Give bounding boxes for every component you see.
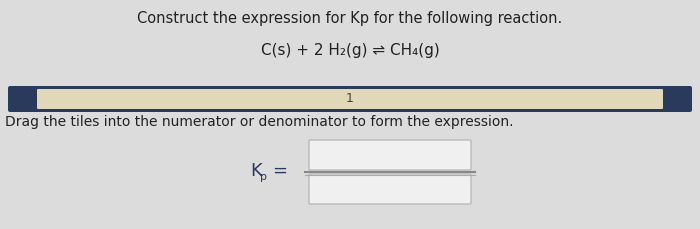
Text: Construct the expression for Kp for the following reaction.: Construct the expression for Kp for the …	[137, 11, 563, 27]
FancyBboxPatch shape	[309, 140, 471, 170]
FancyBboxPatch shape	[8, 86, 692, 112]
Text: p: p	[260, 172, 267, 182]
Text: Drag the tiles into the numerator or denominator to form the expression.: Drag the tiles into the numerator or den…	[5, 115, 514, 129]
FancyBboxPatch shape	[37, 89, 663, 109]
FancyBboxPatch shape	[309, 174, 471, 204]
Text: 1: 1	[346, 93, 354, 106]
Text: K: K	[250, 162, 262, 180]
Text: C(s) + 2 H₂(g) ⇌ CH₄(g): C(s) + 2 H₂(g) ⇌ CH₄(g)	[260, 44, 440, 58]
Text: =: =	[272, 162, 287, 180]
